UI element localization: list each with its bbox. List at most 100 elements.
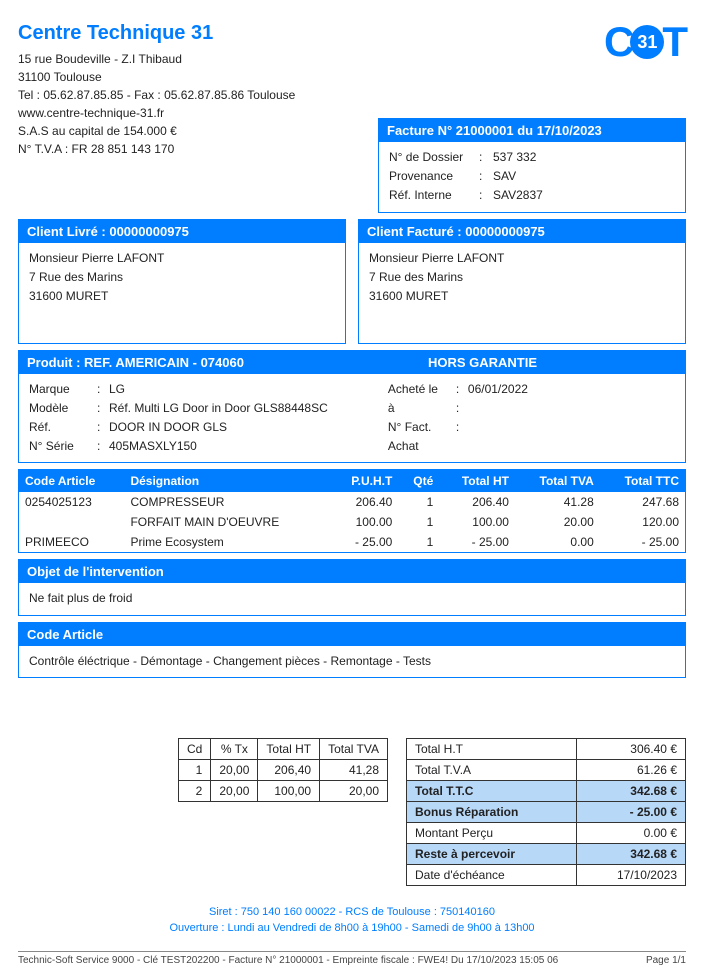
invoice-field: Réf. Interne:SAV2837 — [389, 186, 675, 205]
tax-cd: 2 — [179, 780, 211, 801]
field-value: 537 332 — [493, 148, 536, 167]
total-value: 0.00 € — [577, 822, 686, 843]
field-label: Acheté le — [388, 380, 456, 399]
billing-city: 31600 MURET — [369, 287, 675, 306]
item-qty: 1 — [398, 532, 439, 553]
product-header: Produit : REF. AMERICAIN - 074060 HORS G… — [19, 351, 685, 374]
total-row: Total T.T.C342.68 € — [407, 780, 686, 801]
billing-name: Monsieur Pierre LAFONT — [369, 249, 675, 268]
total-value: 17/10/2023 — [577, 864, 686, 885]
field-value: LG — [109, 380, 125, 399]
tax-row: 120,00206,4041,28 — [179, 759, 388, 780]
field-label: à — [388, 399, 456, 418]
product-body: Marque:LGModèle:Réf. Multi LG Door in Do… — [19, 374, 685, 463]
column-header: Total TVA — [515, 470, 600, 493]
tax-totals-row: Cd% TxTotal HTTotal TVA 120,00206,4041,2… — [18, 738, 686, 886]
logo-letter-c: C — [604, 18, 632, 66]
total-row: Montant Perçu0.00 € — [407, 822, 686, 843]
product-field: Modèle:Réf. Multi LG Door in Door GLS884… — [29, 399, 388, 418]
item-qty: 1 — [398, 492, 439, 512]
company-address-2: 31100 Toulouse — [18, 68, 295, 86]
work-title: Code Article — [19, 623, 685, 646]
footer-bottom-right: Page 1/1 — [646, 955, 686, 966]
total-label: Total H.T — [407, 738, 577, 759]
tax-rate: 20,00 — [211, 780, 258, 801]
field-value: 06/01/2022 — [468, 380, 528, 399]
invoice-info-box: Facture N° 21000001 du 17/10/2023 N° de … — [378, 118, 686, 213]
total-label: Total T.T.C — [407, 780, 577, 801]
product-field: Acheté le:06/01/2022 — [388, 380, 675, 399]
total-label: Date d'échéance — [407, 864, 577, 885]
item-total-ttc: 247.68 — [600, 492, 686, 512]
line-items-table: Code ArticleDésignationP.U.H.TQtéTotal H… — [18, 469, 686, 553]
field-label: Réf. Interne — [389, 186, 479, 205]
line-items-header-row: Code ArticleDésignationP.U.H.TQtéTotal H… — [19, 470, 686, 493]
total-row: Total T.V.A61.26 € — [407, 759, 686, 780]
company-address-1: 15 rue Boudeville - Z.I Thibaud — [18, 50, 295, 68]
field-value: DOOR IN DOOR GLS — [109, 418, 227, 437]
company-phone-fax: Tel : 05.62.87.85.85 - Fax : 05.62.87.85… — [18, 86, 295, 104]
field-value: Réf. Multi LG Door in Door GLS88448SC — [109, 399, 328, 418]
delivery-street: 7 Rue des Marins — [29, 268, 335, 287]
item-qty: 1 — [398, 512, 439, 532]
tax-row: 220,00100,0020,00 — [179, 780, 388, 801]
product-left-column: Marque:LGModèle:Réf. Multi LG Door in Do… — [29, 380, 388, 457]
total-value: - 25.00 € — [577, 801, 686, 822]
tax-header-row: Cd% TxTotal HTTotal TVA — [179, 738, 388, 759]
item-designation: Prime Ecosystem — [124, 532, 330, 553]
totals-table: Total H.T306.40 €Total T.V.A61.26 €Total… — [406, 738, 686, 886]
column-header: Code Article — [19, 470, 125, 493]
intervention-title: Objet de l'intervention — [19, 560, 685, 583]
line-items-body: 0254025123COMPRESSEUR206.401206.4041.282… — [19, 492, 686, 553]
invoice-title: Facture N° 21000001 du 17/10/2023 — [379, 119, 685, 142]
total-label: Reste à percevoir — [407, 843, 577, 864]
field-value: SAV — [493, 167, 516, 186]
footer-bottom-left: Technic-Soft Service 9000 - Clé TEST2022… — [18, 955, 558, 966]
column-header: Total HT — [439, 470, 515, 493]
invoice-field: N° de Dossier:537 332 — [389, 148, 675, 167]
invoice-fields: N° de Dossier:537 332Provenance:SAVRéf. … — [379, 142, 685, 212]
delivery-client-box: Client Livré : 00000000975 Monsieur Pier… — [18, 219, 346, 344]
item-total-tva: 20.00 — [515, 512, 600, 532]
item-code: 0254025123 — [19, 492, 125, 512]
total-label: Montant Perçu — [407, 822, 577, 843]
footer-line-2: Ouverture : Lundi au Vendredi de 8h00 à … — [18, 920, 686, 937]
item-code: PRIMEECO — [19, 532, 125, 553]
tax-column-header: Total TVA — [320, 738, 388, 759]
company-logo: C 31 T — [604, 18, 686, 66]
tax-column-header: Total HT — [258, 738, 320, 759]
item-code — [19, 512, 125, 532]
item-total-ttc: - 25.00 — [600, 532, 686, 553]
product-field: Réf.:DOOR IN DOOR GLS — [29, 418, 388, 437]
invoice-field: Provenance:SAV — [389, 167, 675, 186]
line-item-row: 0254025123COMPRESSEUR206.401206.4041.282… — [19, 492, 686, 512]
logo-circle-31: 31 — [630, 25, 664, 59]
logo-letter-t: T — [662, 18, 686, 66]
column-header: Total TTC — [600, 470, 686, 493]
line-item-row: PRIMEECOPrime Ecosystem- 25.001- 25.000.… — [19, 532, 686, 553]
column-header: P.U.H.T — [330, 470, 398, 493]
product-header-left: Produit : REF. AMERICAIN - 074060 — [27, 355, 244, 370]
item-total-tva: 41.28 — [515, 492, 600, 512]
item-puht: - 25.00 — [330, 532, 398, 553]
tax-tva: 41,28 — [320, 759, 388, 780]
item-total-ht: 100.00 — [439, 512, 515, 532]
product-field: N° Fact. Achat: — [388, 418, 675, 456]
item-total-tva: 0.00 — [515, 532, 600, 553]
footer-line-1: Siret : 750 140 160 00022 - RCS de Toulo… — [18, 904, 686, 921]
total-row: Bonus Réparation- 25.00 € — [407, 801, 686, 822]
delivery-client-body: Monsieur Pierre LAFONT 7 Rue des Marins … — [19, 243, 345, 343]
item-total-ht: - 25.00 — [439, 532, 515, 553]
total-value: 342.68 € — [577, 780, 686, 801]
total-label: Bonus Réparation — [407, 801, 577, 822]
total-value: 61.26 € — [577, 759, 686, 780]
delivery-name: Monsieur Pierre LAFONT — [29, 249, 335, 268]
tax-body: 120,00206,4041,28220,00100,0020,00 — [179, 759, 388, 801]
total-value: 306.40 € — [577, 738, 686, 759]
field-label: N° de Dossier — [389, 148, 479, 167]
billing-client-box: Client Facturé : 00000000975 Monsieur Pi… — [358, 219, 686, 344]
total-row: Date d'échéance17/10/2023 — [407, 864, 686, 885]
field-label: N° Fact. Achat — [388, 418, 456, 456]
tax-cd: 1 — [179, 759, 211, 780]
product-field: à: — [388, 399, 675, 418]
